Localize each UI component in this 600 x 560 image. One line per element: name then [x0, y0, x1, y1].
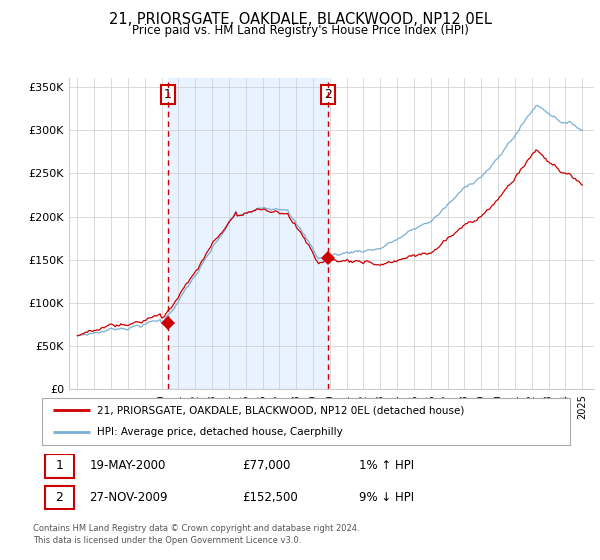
- Text: 1: 1: [164, 88, 172, 101]
- Text: 2: 2: [55, 491, 63, 504]
- Text: 21, PRIORSGATE, OAKDALE, BLACKWOOD, NP12 0EL (detached house): 21, PRIORSGATE, OAKDALE, BLACKWOOD, NP12…: [97, 405, 465, 416]
- Text: 21, PRIORSGATE, OAKDALE, BLACKWOOD, NP12 0EL: 21, PRIORSGATE, OAKDALE, BLACKWOOD, NP12…: [109, 12, 491, 27]
- Bar: [168, 78, 328, 389]
- Text: 1: 1: [55, 459, 63, 473]
- FancyBboxPatch shape: [42, 398, 570, 445]
- Text: 27-NOV-2009: 27-NOV-2009: [89, 491, 168, 504]
- FancyBboxPatch shape: [44, 486, 74, 509]
- Text: £152,500: £152,500: [242, 491, 298, 504]
- Text: £77,000: £77,000: [242, 459, 291, 473]
- Text: 1% ↑ HPI: 1% ↑ HPI: [359, 459, 414, 473]
- Text: Price paid vs. HM Land Registry's House Price Index (HPI): Price paid vs. HM Land Registry's House …: [131, 24, 469, 37]
- Text: 9% ↓ HPI: 9% ↓ HPI: [359, 491, 414, 504]
- Text: 19-MAY-2000: 19-MAY-2000: [89, 459, 166, 473]
- Text: Contains HM Land Registry data © Crown copyright and database right 2024.: Contains HM Land Registry data © Crown c…: [33, 524, 359, 533]
- FancyBboxPatch shape: [44, 454, 74, 478]
- Text: 2: 2: [324, 88, 332, 101]
- Text: This data is licensed under the Open Government Licence v3.0.: This data is licensed under the Open Gov…: [33, 536, 301, 545]
- Text: HPI: Average price, detached house, Caerphilly: HPI: Average price, detached house, Caer…: [97, 427, 343, 437]
